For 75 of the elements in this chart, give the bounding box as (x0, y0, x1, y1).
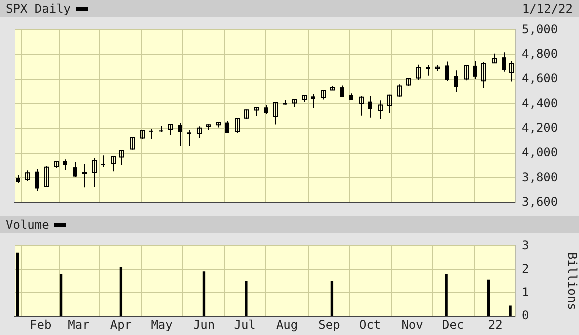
y-tick-label: 4,200 (522, 120, 558, 135)
candlestick (140, 129, 145, 140)
y-tick-label: 3,800 (522, 170, 558, 184)
candlestick (378, 100, 383, 120)
y-tick-label: 4,600 (522, 72, 558, 86)
candlestick (416, 64, 421, 81)
candlestick (474, 60, 478, 80)
x-tick-label: Jun (193, 318, 216, 332)
y-tick-label: 0 (522, 308, 530, 323)
legend-label: Volume (6, 218, 50, 232)
x-tick-label: Apr (110, 318, 132, 332)
y-tick-label: 3,600 (522, 194, 558, 209)
candlestick (36, 169, 40, 192)
x-tick-label: Dec (442, 318, 464, 332)
candlestick (111, 156, 116, 172)
bar (245, 281, 248, 316)
y-tick-label: 4,400 (522, 96, 558, 110)
candlestick (102, 155, 106, 168)
bar (487, 280, 490, 316)
candlestick (244, 109, 249, 120)
candlestick (509, 60, 514, 82)
x-tick-label: Feb (30, 318, 52, 332)
x-tick-label: Nov (402, 318, 424, 332)
candlestick (197, 126, 202, 139)
bar (202, 272, 206, 316)
candlestick (178, 122, 182, 147)
bar (445, 274, 448, 316)
x-tick-label: Mar (68, 318, 90, 332)
y-tick-label: 4,800 (522, 46, 558, 61)
candlestick (235, 118, 240, 134)
y-tick-label: 1 (522, 285, 530, 300)
bar (60, 274, 63, 316)
candlestick (321, 90, 326, 100)
candlestick (464, 65, 469, 82)
y-tick-label: 5,000 (522, 22, 558, 36)
candlestick (44, 166, 49, 188)
candlestick (119, 150, 124, 166)
x-tick-label: Oct (359, 318, 382, 332)
bar (16, 252, 20, 316)
candlestick (502, 52, 506, 72)
candlestick (426, 64, 430, 76)
candlestick (64, 159, 68, 171)
candlestick (82, 163, 87, 188)
x-tick-label: May (151, 318, 173, 332)
candlestick (454, 70, 458, 93)
candlestick (387, 94, 392, 114)
bar (509, 306, 512, 316)
x-tick-label: Jul (234, 318, 256, 332)
bar (330, 281, 334, 316)
x-tick-label: Sep (318, 318, 340, 332)
x-tick-label: Aug (276, 318, 298, 332)
candlestick (492, 53, 497, 64)
candlestick (150, 128, 154, 140)
candlestick (481, 62, 486, 89)
candlestick (264, 104, 268, 115)
candlestick (368, 96, 372, 118)
y-axis-title: Billions (566, 252, 579, 310)
y-tick-label: 2 (522, 262, 530, 276)
bar (120, 266, 123, 316)
candlestick (92, 158, 97, 188)
candlestick (446, 61, 450, 82)
x-tick-label: 22 (488, 318, 503, 332)
legend-label: SPX Daily (6, 2, 72, 16)
candlestick (168, 124, 173, 136)
candlestick (25, 170, 30, 182)
y-tick-label: 4,000 (522, 146, 558, 160)
candlestick (312, 94, 316, 109)
text: 1/12/22 (522, 2, 573, 16)
candlestick (130, 137, 135, 150)
candlestick (74, 162, 78, 178)
candlestick (359, 96, 364, 116)
candlestick (273, 102, 278, 126)
y-tick-label: 3 (522, 238, 530, 252)
candlestick (188, 130, 192, 146)
candlestick (397, 84, 402, 98)
